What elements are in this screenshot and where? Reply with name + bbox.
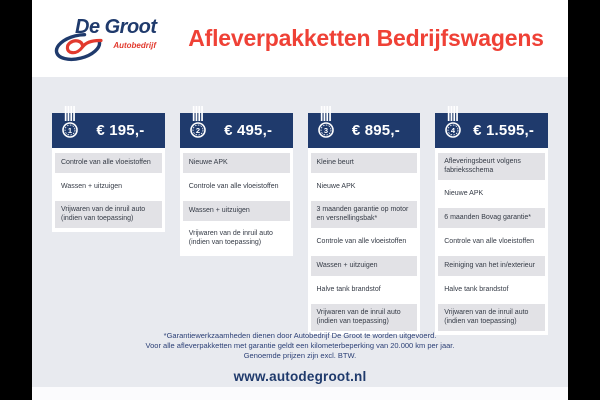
medal-ribbon: [448, 106, 459, 121]
flyer: De Groot Autobedrijf Afleverpakketten Be…: [32, 0, 568, 400]
package-item: 6 maanden Bovag garantie*: [438, 207, 545, 228]
package-card: 2 € 495,- Nieuwe APK Controle van alle vl…: [179, 106, 293, 256]
package-item: Nieuwe APK: [182, 153, 290, 173]
package-item: Halve tank brandstof: [444, 286, 509, 294]
package-item: Controle van alle vloeistoffen: [188, 183, 279, 191]
package-item: Vrijwaren van de inruil auto (indien van…: [438, 303, 545, 331]
brand-name: De Groot: [75, 16, 157, 38]
package-item: Vrijwaren van de inruil auto (indien van…: [55, 201, 162, 228]
brand-swoosh-icon: [54, 32, 103, 62]
package-item: Halve tank brandstof: [316, 286, 381, 294]
medal-icon: 4: [445, 106, 462, 138]
page-title: Afleverpakketten Bedrijfswagens: [188, 25, 544, 51]
brand-subtitle: Autobedrijf: [113, 41, 156, 50]
disclaimer-line: Voor alle afleverpakketten met garantie …: [145, 340, 455, 350]
package-cards: 1 € 195,- Controle van alle vloeistoffen…: [32, 77, 568, 335]
package-items: Kleine beurt Nieuwe APK 3 maanden garantie…: [308, 148, 421, 335]
svg-text:2: 2: [196, 126, 200, 135]
package-item: Reiniging van het in/exterieur: [438, 255, 545, 276]
package-card: 1 € 195,- Controle van alle vloeistoffen…: [52, 106, 165, 232]
package-item: Nieuwe APK: [316, 183, 356, 191]
package-item: Nieuwe APK: [444, 190, 484, 198]
package-items: Nieuwe APK Controle van alle vloeistoffen…: [180, 148, 293, 256]
package-item: 3 maanden garantie op motor en versnelli…: [310, 201, 418, 228]
package-items: Afleveringsbeurt volgens fabrieksschema N…: [435, 148, 548, 335]
bottom-strip: [32, 387, 568, 400]
disclaimer-line: *Garantiewerkzaamheden dienen door Autob…: [163, 330, 437, 340]
package-item: Wassen + uitzuigen: [182, 201, 290, 221]
medal-icon: 2: [189, 106, 206, 138]
disclaimer: *Garantiewerkzaamheden dienen door Autob…: [32, 331, 568, 361]
package-header: 2 € 495,-: [179, 106, 293, 148]
package-item: Wassen + uitzuigen: [61, 183, 123, 191]
package-price: € 895,-: [351, 122, 400, 139]
package-card: 3 € 895,- Kleine beurt Nieuwe APK 3 maande…: [307, 106, 421, 335]
svg-text:4: 4: [451, 126, 456, 135]
medal-ribbon: [192, 106, 203, 121]
brand-logo: De Groot Autobedrijf: [32, 0, 170, 77]
package-header: 1 € 195,-: [52, 106, 165, 148]
disclaimer-line: Genoemde prijzen zijn excl. BTW.: [243, 350, 357, 360]
medal-icon: 1: [62, 106, 78, 138]
package-item: Vrijwaren van de inruil auto (indien van…: [310, 303, 418, 331]
package-price: € 495,-: [224, 122, 273, 139]
svg-text:1: 1: [68, 126, 72, 135]
package-item: Controle van alle vloeistoffen: [316, 238, 407, 246]
svg-text:3: 3: [323, 126, 327, 135]
package-item: Vrijwaren van de inruil auto (indien van…: [188, 230, 273, 247]
medal-icon: 3: [317, 106, 334, 138]
medal-ribbon: [320, 106, 331, 121]
header: De Groot Autobedrijf Afleverpakketten Be…: [32, 0, 568, 77]
package-item: Wassen + uitzuigen: [310, 255, 418, 276]
website-link[interactable]: www.autodegroot.nl: [233, 369, 367, 384]
packages-section: 1 € 195,- Controle van alle vloeistoffen…: [32, 77, 568, 387]
package-header: 4 € 1.595,-: [435, 106, 548, 148]
medal-ribbon: [64, 106, 75, 121]
package-header: 3 € 895,-: [307, 106, 421, 148]
package-item: Kleine beurt: [310, 153, 418, 173]
package-item: Controle van alle vloeistoffen: [444, 238, 535, 246]
package-price: € 1.595,-: [473, 122, 535, 139]
package-price: € 195,-: [96, 122, 145, 139]
package-items: Controle van alle vloeistoffen Wassen + u…: [52, 148, 165, 232]
package-item: Controle van alle vloeistoffen: [55, 153, 162, 173]
package-item: Afleveringsbeurt volgens fabrieksschema: [438, 153, 545, 180]
package-card: 4 € 1.595,- Afleveringsbeurt volgens fab…: [435, 106, 548, 335]
